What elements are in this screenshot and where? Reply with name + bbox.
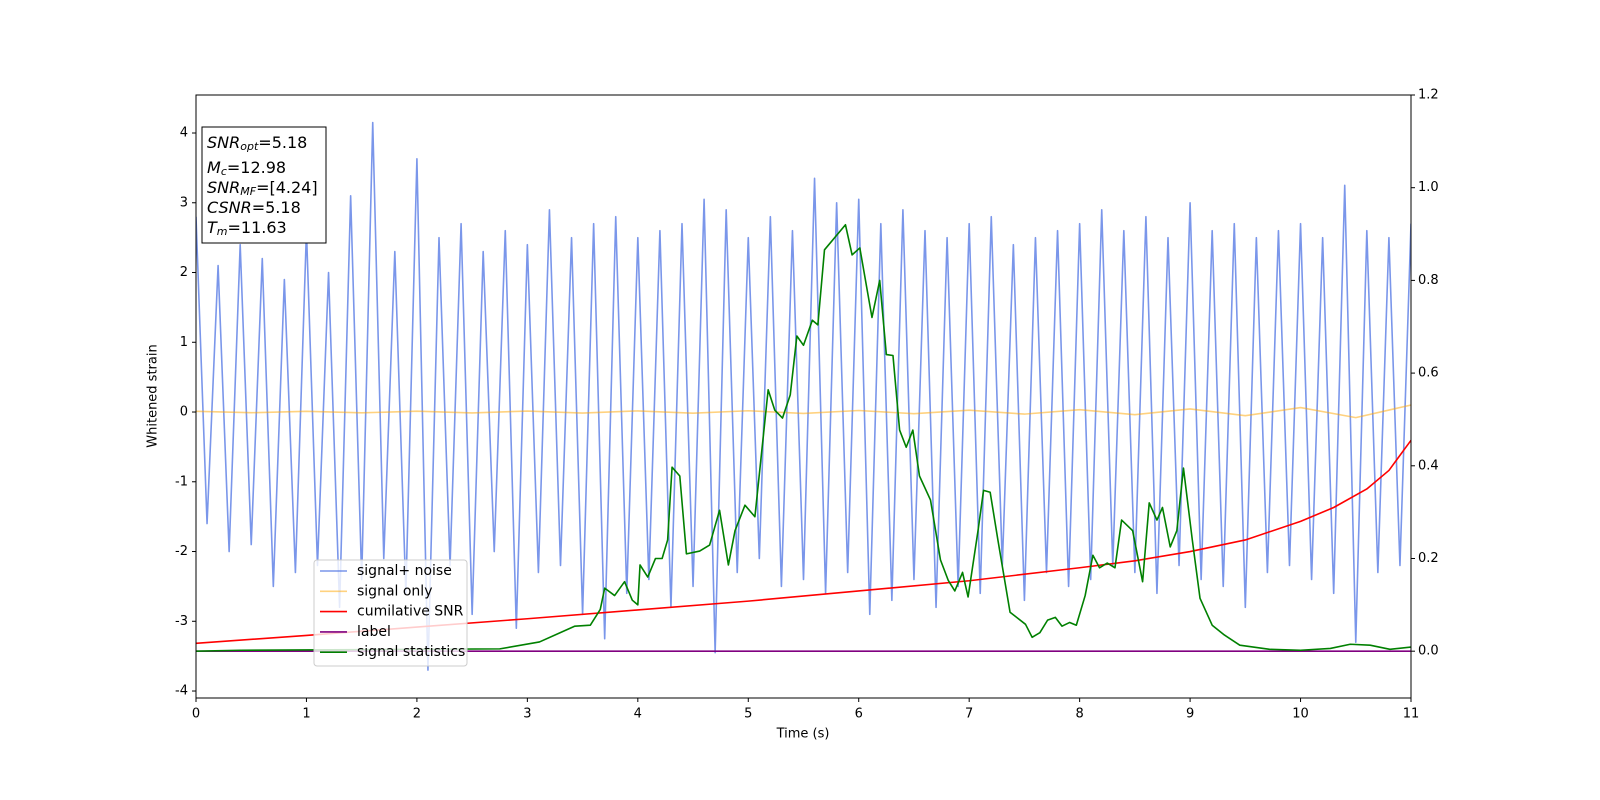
annotation-symbol: SNR [207,178,240,197]
y-tick-label: 1 [180,335,188,350]
x-tick-label: 2 [413,707,421,722]
annotation-symbol: M [207,158,221,177]
series-line [196,121,1411,671]
annotation-line: Tm=11.63 [207,218,287,239]
axes: 0 1 2 3 4 5 6 7 8 9 10 11 -4 -3 -2 -1 0 1 2 3 4 0.0 0.2 0.4 0.6 0… [175,88,1439,722]
y-tick-label: -1 [175,474,188,489]
annotation-box: SNRopt=5.18Mc=12.98SNRMF=[4.24]CSNR=5.18… [201,126,327,244]
legend-frame [313,559,468,667]
annotation-line: SNRopt=5.18 [207,133,307,154]
y2-tick-label: 1.2 [1418,88,1439,103]
annotation-subscript: opt [240,140,259,153]
y-tick-label: -2 [175,544,188,559]
x-tick-label: 3 [523,707,531,722]
y2-tick-label: 0.2 [1418,551,1439,566]
x-tick-label: 8 [1075,707,1083,722]
series-line [196,404,1411,419]
x-tick-label: 0 [192,707,200,722]
y2-tick-label: 0.4 [1418,458,1439,473]
legend: signal+ noise signal only cumilative SNR la… [313,559,468,667]
x-tick-label: 5 [744,707,752,722]
annotation-symbol: T [207,218,218,237]
annotation-subscript: c [221,165,227,178]
y2-tick-label: 0.8 [1418,273,1439,288]
annotation-value: =12.98 [227,158,286,177]
annotation-symbol: CSNR [207,198,252,217]
annotation-value: =5.18 [252,198,301,217]
legend-label: signal only [357,583,432,599]
series-line [196,223,1411,652]
y2-tick-label: 1.0 [1418,180,1439,195]
y-tick-label: -4 [175,684,188,699]
annotation-subscript: MF [240,185,256,198]
annotation-subscript: m [217,225,228,238]
x-tick-label: 1 [302,707,310,722]
legend-label: label [357,624,391,640]
x-tick-label: 10 [1292,707,1309,722]
x-tick-label: 7 [965,707,973,722]
series-line [196,439,1411,645]
legend-label: signal+ noise [357,563,452,579]
annotation-line: Mc=12.98 [207,158,286,179]
x-axis-label: Time (s) [776,727,830,742]
x-tick-label: 11 [1403,707,1420,722]
y-tick-label: 3 [180,195,188,210]
x-tick-label: 4 [634,707,642,722]
y-tick-label: 0 [180,405,188,420]
annotation-line: CSNR=5.18 [207,198,301,217]
annotation-value: =5.18 [258,133,307,152]
y-axis-label: Whitened strain [146,344,161,447]
y-tick-label: 2 [180,265,188,280]
annotation-value: =11.63 [228,218,287,237]
legend-label: signal statistics [357,644,465,660]
x-tick-label: 6 [855,707,863,722]
y2-tick-label: 0.6 [1418,366,1439,381]
annotation-value: =[4.24] [256,178,318,197]
plot-frame [195,94,1412,699]
annotation-line: SNRMF=[4.24] [207,178,318,199]
annotation-frame [201,126,327,244]
annotation-symbol: SNR [207,133,240,152]
x-tick-label: 9 [1186,707,1194,722]
y-tick-label: 4 [180,126,188,141]
legend-label: cumilative SNR [357,604,464,620]
y2-tick-label: 0.0 [1418,644,1439,659]
y-tick-label: -3 [175,614,188,629]
